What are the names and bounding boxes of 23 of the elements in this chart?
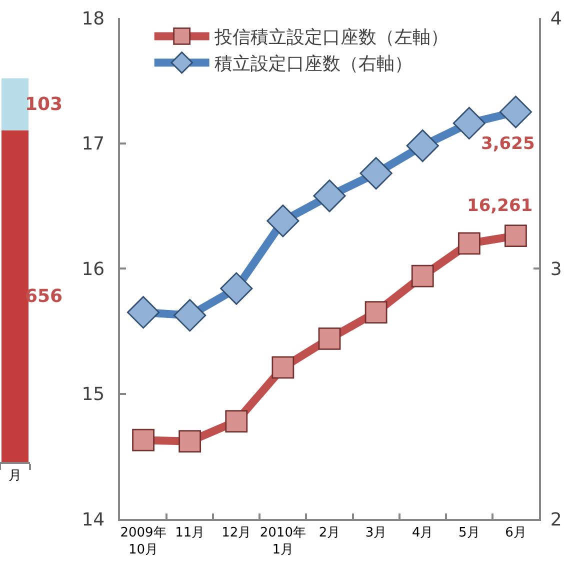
y-tick-label: 15 — [82, 384, 105, 406]
x-tick-label: 3月 — [365, 525, 387, 540]
x-tick-label: 11月 — [175, 525, 205, 540]
legend-label: 積立設定口座数（右軸） — [214, 54, 412, 75]
x-tick-label: 2009年 10月 — [120, 525, 166, 558]
x-tick-label: 2月 — [318, 525, 340, 540]
y-tick-label: 18 — [82, 8, 105, 30]
annotation: 16,261 — [467, 196, 533, 216]
annotation: 3,625 — [481, 134, 535, 154]
x-tick-label: 月 — [8, 468, 22, 484]
legend-label: 投信積立設定口座数（左軸） — [213, 27, 448, 48]
x-tick-label: 12月 — [222, 525, 252, 540]
x-tick-label: 2010年 1月 — [260, 525, 306, 558]
y2-tick-label: 3 — [550, 258, 562, 280]
y2-tick-label: 2 — [550, 509, 562, 530]
y-tick-label: 14 — [82, 509, 105, 530]
x-tick-label: 4月 — [412, 525, 434, 540]
y-tick-label: 16 — [82, 258, 105, 280]
y2-tick-label: 4 — [550, 8, 562, 30]
x-tick-label: 5月 — [458, 525, 480, 540]
x-tick-label: 6月 — [505, 525, 526, 540]
data-label: 103 — [25, 94, 63, 115]
y-tick-label: 17 — [82, 134, 105, 155]
